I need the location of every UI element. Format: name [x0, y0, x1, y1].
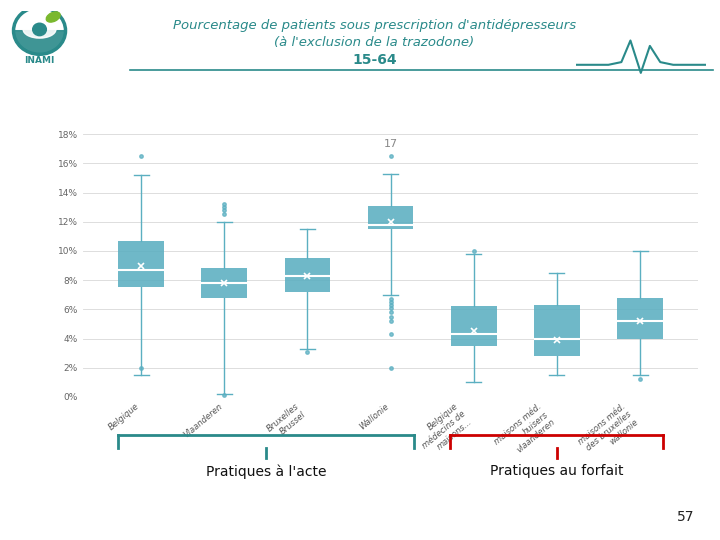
- Text: Pratiques à l'acte: Pratiques à l'acte: [206, 464, 326, 479]
- Circle shape: [32, 23, 46, 36]
- Text: 17: 17: [384, 139, 397, 150]
- Bar: [368, 206, 413, 229]
- Bar: [534, 305, 580, 356]
- Text: Pourcentage de patients sous prescription d'antidépresseurs: Pourcentage de patients sous prescriptio…: [173, 19, 576, 32]
- Text: (à l'exclusion de la trazodone): (à l'exclusion de la trazodone): [274, 36, 474, 49]
- Ellipse shape: [23, 21, 56, 38]
- Text: INAMI: INAMI: [24, 56, 55, 65]
- Text: 15-64: 15-64: [352, 53, 397, 68]
- Bar: [118, 241, 164, 287]
- Wedge shape: [14, 31, 66, 54]
- Text: 57: 57: [678, 510, 695, 524]
- Text: Pratiques au forfait: Pratiques au forfait: [490, 464, 624, 478]
- Bar: [617, 298, 663, 339]
- Bar: [202, 268, 247, 298]
- Bar: [451, 306, 497, 346]
- Ellipse shape: [46, 12, 60, 22]
- Bar: [284, 258, 330, 292]
